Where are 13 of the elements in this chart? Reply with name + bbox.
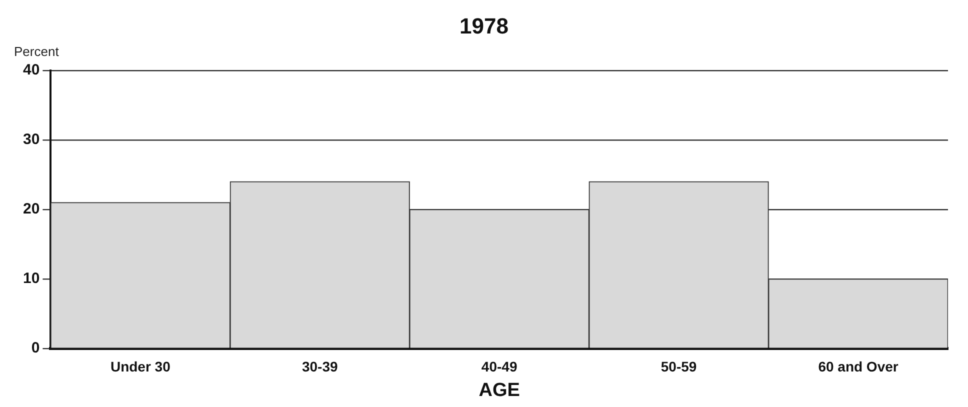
- x-tick-label: 60 and Over: [818, 358, 899, 375]
- x-tick-label: Under 30: [110, 358, 171, 375]
- y-tick-label: 0: [31, 340, 40, 357]
- x-axis-title: AGE: [478, 380, 520, 401]
- y-tick-label: 30: [22, 131, 40, 148]
- y-axis-title: Percent: [14, 44, 59, 59]
- y-tick-label: 10: [22, 270, 40, 288]
- y-tick-label: 20: [22, 200, 40, 218]
- y-tick-label: 40: [22, 62, 40, 79]
- x-tick-label: 30-39: [302, 358, 338, 375]
- x-tick-label: 50-59: [660, 358, 697, 375]
- chart-title: 1978: [460, 13, 508, 38]
- x-tick-label: 40-49: [481, 358, 518, 375]
